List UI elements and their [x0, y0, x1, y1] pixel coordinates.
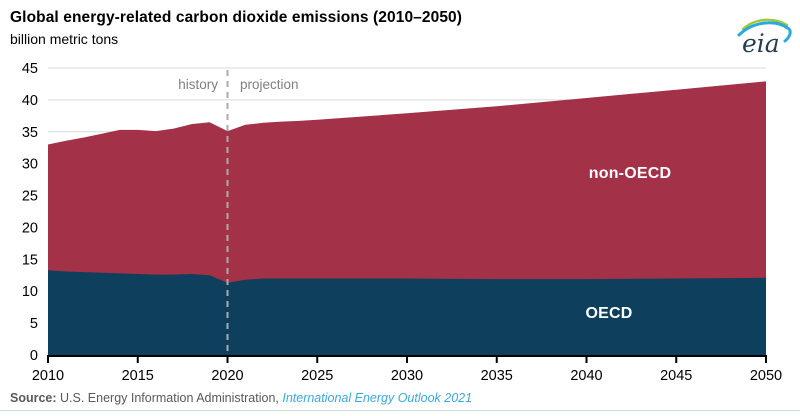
y-tick-label: 30	[22, 157, 38, 173]
eia-logo-text: eia	[742, 29, 780, 58]
projection-annotation: projection	[240, 77, 299, 92]
chart-units-subtitle: billion metric tons	[10, 31, 119, 47]
x-tick-label: 2050	[750, 368, 782, 384]
x-tick-label: 2030	[391, 368, 423, 384]
non-oecd-series-label: non-OECD	[588, 165, 672, 182]
y-tick-label: 40	[22, 93, 38, 109]
y-tick-label: 5	[30, 316, 38, 332]
eia-logo-green-swoosh-icon	[741, 18, 789, 31]
source-label: Source:	[10, 391, 57, 405]
source-text: U.S. Energy Information Administration,	[56, 391, 283, 405]
y-tick-label: 20	[22, 220, 38, 236]
chart-title: Global energy-related carbon dioxide emi…	[10, 9, 463, 26]
eia-logo: eia	[737, 18, 792, 58]
x-tick-label: 2025	[301, 368, 333, 384]
y-tick-label: 0	[30, 348, 38, 364]
x-tick-label: 2035	[481, 368, 513, 384]
bottom-divider	[0, 410, 800, 411]
y-tick-label: 35	[22, 125, 38, 141]
x-tick-label: 2040	[570, 368, 602, 384]
x-tick-label: 2010	[32, 368, 64, 384]
y-tick-label: 25	[22, 189, 38, 205]
y-tick-label: 15	[22, 252, 38, 268]
x-tick-label: 2020	[211, 368, 243, 384]
history-annotation: history	[178, 77, 218, 92]
y-tick-label: 45	[22, 61, 38, 77]
y-tick-label: 10	[22, 284, 38, 300]
eia-logo-blue-swoosh-icon	[737, 21, 792, 43]
x-tick-label: 2045	[660, 368, 692, 384]
source-line: Source: U.S. Energy Information Administ…	[10, 391, 472, 405]
x-tick-label: 2015	[122, 368, 154, 384]
oecd-series-label: OECD	[585, 305, 633, 322]
source-publication-link[interactable]: International Energy Outlook 2021	[282, 391, 473, 405]
